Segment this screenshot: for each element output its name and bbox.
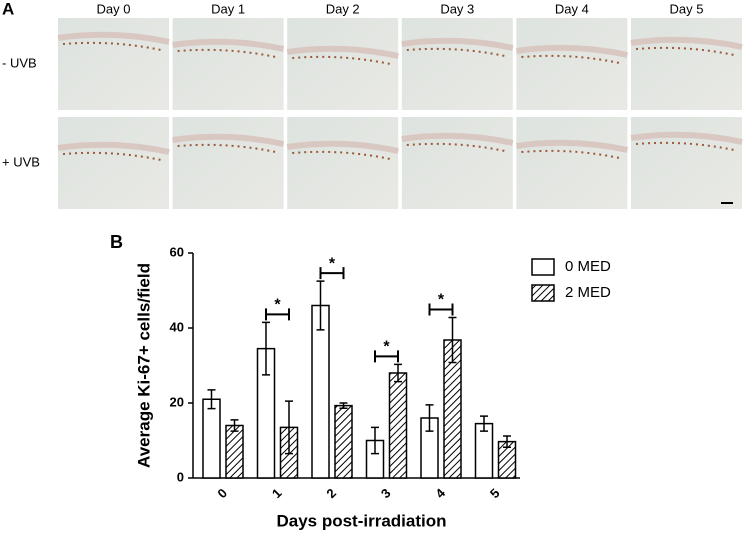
error-bar [480, 415, 488, 432]
legend-label: 0 MED [565, 258, 611, 275]
epidermis [401, 132, 514, 146]
y-tick-label: 20 [170, 394, 184, 409]
error-bar [285, 400, 293, 455]
significance-label: * [329, 255, 336, 272]
stained-nuclei [62, 151, 162, 161]
panel-label: B [110, 232, 123, 252]
panel-label: A [2, 0, 14, 18]
stained-nuclei [292, 150, 391, 160]
stained-nuclei [521, 54, 620, 64]
significance-bracket [374, 350, 399, 363]
x-tick-label: 3 [378, 485, 394, 501]
error-bar [339, 402, 348, 409]
x-axis-label: Days post-irradiation [276, 511, 446, 530]
day-label: Day 4 [555, 1, 589, 16]
error-bar [230, 419, 239, 432]
epidermis [515, 44, 629, 58]
error-bar [262, 321, 270, 376]
stained-nuclei [177, 143, 276, 153]
epidermis [57, 141, 170, 155]
y-axis-label: Average Ki-67+ cells/field [134, 263, 153, 468]
bar [388, 372, 408, 479]
micrograph [401, 18, 513, 110]
epidermis [57, 31, 170, 45]
micrograph [172, 117, 284, 209]
significance-label: * [438, 292, 445, 309]
stained-nuclei [406, 47, 506, 57]
significance-bracket [265, 308, 290, 321]
bar [311, 304, 330, 479]
legend-label: 2 MED [565, 284, 611, 301]
error-bar [207, 389, 216, 410]
stained-nuclei [521, 149, 620, 159]
micrograph [58, 117, 169, 209]
epidermis [286, 140, 399, 154]
error-bar [448, 316, 457, 364]
micrograph [58, 18, 169, 110]
significance-label: * [274, 297, 281, 314]
significance-label: * [383, 339, 390, 356]
y-tick-label: 60 [170, 244, 184, 259]
error-bar [371, 426, 379, 455]
epidermis [172, 133, 285, 147]
row-label: + UVB [2, 154, 40, 169]
day-label: Day 0 [97, 1, 131, 16]
error-bar [316, 280, 325, 331]
significance-bracket [428, 303, 454, 316]
stained-nuclei [406, 142, 506, 152]
micrograph [172, 18, 284, 110]
day-label: Day 1 [211, 1, 245, 16]
epidermis [286, 45, 399, 59]
stained-nuclei [177, 48, 276, 58]
significance-bracket [319, 267, 345, 280]
day-label: Day 2 [326, 1, 360, 16]
x-tick-label: 2 [323, 485, 339, 501]
bar [202, 398, 221, 479]
x-tick-label: 5 [487, 485, 503, 501]
x-tick-label: 0 [214, 485, 230, 501]
micrograph [287, 117, 399, 209]
stained-nuclei [635, 141, 735, 151]
day-label: Day 3 [440, 1, 474, 16]
y-tick-label: 0 [177, 469, 184, 484]
micrograph [516, 117, 628, 209]
error-bar [425, 404, 434, 432]
epidermis [515, 139, 629, 153]
micrograph [287, 18, 399, 110]
row-label: - UVB [2, 55, 37, 70]
y-tick-label: 40 [170, 319, 184, 334]
micrograph [631, 18, 742, 110]
error-bar [394, 363, 402, 383]
x-tick-label: 1 [269, 485, 285, 501]
epidermis [630, 131, 743, 145]
x-tick-label: 4 [432, 485, 448, 501]
stained-nuclei [62, 41, 162, 51]
micrograph [631, 117, 742, 209]
stained-nuclei [292, 55, 391, 65]
legend-swatch [531, 258, 555, 276]
bar [225, 424, 244, 479]
micrograph [516, 18, 628, 110]
error-bar [503, 435, 511, 448]
bar [334, 404, 353, 479]
legend-swatch [531, 284, 555, 302]
epidermis [630, 36, 743, 50]
epidermis [401, 37, 514, 51]
day-label: Day 5 [670, 1, 704, 16]
stained-nuclei [635, 46, 735, 56]
micrograph [401, 117, 513, 209]
epidermis [172, 38, 285, 52]
